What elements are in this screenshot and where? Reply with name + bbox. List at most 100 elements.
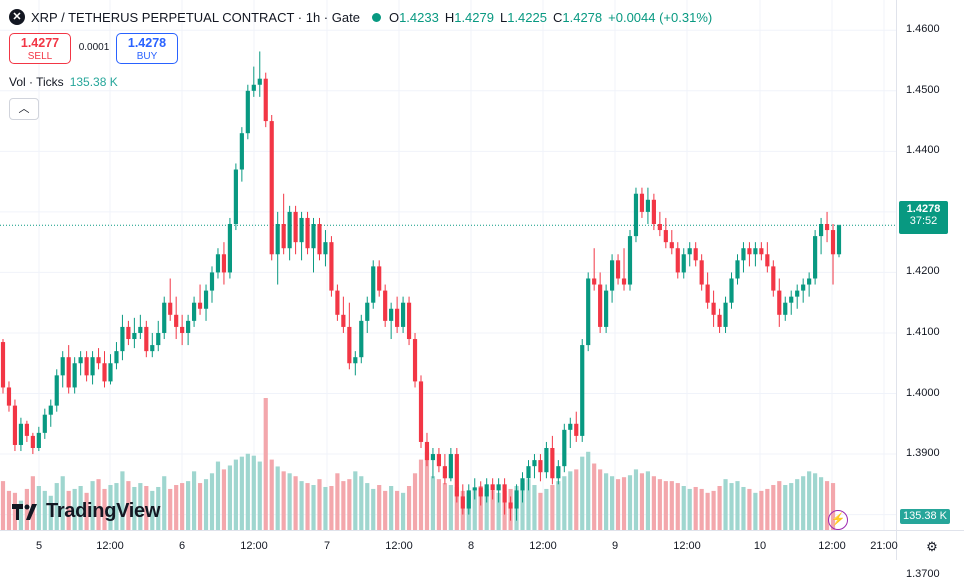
volume-bar: [526, 479, 531, 530]
candle-body: [604, 290, 609, 327]
close-x-icon[interactable]: ✕: [9, 9, 25, 25]
market-status-icon: [371, 12, 381, 22]
volume-bar: [84, 492, 89, 530]
candle-body: [269, 121, 274, 255]
candle-body: [257, 78, 262, 85]
lightning-icon[interactable]: ⚡: [828, 510, 848, 530]
x-tick-label: 12:00: [240, 540, 268, 552]
candle-body: [544, 448, 549, 473]
volume-bar: [711, 490, 716, 530]
volume-bar: [442, 483, 447, 530]
volume-bar: [472, 488, 477, 530]
volume-bar: [12, 492, 18, 530]
candle-body: [556, 466, 561, 479]
candle: [377, 260, 382, 297]
y-tick-label: 1.4400: [906, 144, 940, 157]
candle: [657, 211, 662, 237]
sell-button[interactable]: 1.4277 SELL: [9, 33, 71, 64]
volume-bar: [771, 485, 776, 530]
volume-bar: [639, 473, 645, 530]
volume-bar: [759, 490, 764, 530]
candle-body: [114, 351, 119, 364]
candle-body: [6, 387, 12, 406]
volume-bar: [627, 475, 633, 530]
gear-icon[interactable]: ⚙: [926, 539, 938, 554]
volume-bar: [114, 483, 119, 530]
volume-bar: [765, 488, 770, 530]
candle: [257, 51, 262, 97]
candle-body: [520, 478, 525, 491]
candle-body: [526, 466, 531, 479]
volume-bar: [824, 481, 830, 530]
candle: [711, 290, 716, 327]
volume-bar: [126, 481, 131, 530]
candle-body: [615, 260, 621, 279]
candle-body: [353, 357, 358, 364]
candle-body: [406, 302, 412, 340]
candle-body: [639, 193, 645, 212]
candle: [126, 320, 131, 346]
candle: [544, 441, 549, 479]
candle-body: [508, 502, 513, 509]
volume-bar: [574, 469, 579, 530]
candle-body: [580, 345, 585, 436]
candle: [574, 411, 579, 442]
volume-price-tag: 135.38 K: [900, 509, 950, 524]
candle-body: [824, 224, 830, 231]
volume-bar: [156, 486, 161, 530]
candle: [783, 296, 788, 321]
candle-body: [395, 308, 400, 327]
tradingview-logo-icon: [12, 503, 37, 520]
x-tick-label: 12:00: [96, 540, 124, 552]
chevron-up-icon[interactable]: ︿: [9, 98, 39, 120]
candle: [108, 354, 113, 385]
volume-bar: [299, 481, 304, 530]
candle: [448, 448, 453, 482]
candle-body: [633, 193, 639, 237]
volume-bar: [24, 488, 29, 530]
candle-body: [66, 357, 71, 388]
y-tick-label: 1.4200: [906, 265, 940, 278]
candle-body: [341, 314, 346, 327]
tradingview-logo[interactable]: TradingView: [12, 500, 160, 523]
volume-bar: [412, 473, 418, 530]
candle: [753, 242, 758, 267]
candle: [114, 342, 119, 370]
volume-bar: [699, 488, 704, 530]
volume-bar: [478, 486, 483, 530]
candle: [96, 348, 101, 370]
x-tick-label: 9: [611, 540, 619, 552]
x-tick-label: 12:00: [673, 540, 701, 552]
symbol-title[interactable]: XRP / TETHERUS PERPETUAL CONTRACT · 1h ·…: [31, 9, 360, 25]
ohlc-low: L1.4225: [500, 10, 547, 25]
candle: [42, 408, 47, 439]
volume-bar: [681, 486, 686, 530]
brand-text: TradingView: [46, 500, 161, 522]
candle: [395, 296, 400, 333]
candle-body: [532, 460, 537, 467]
volume-bar: [621, 477, 627, 530]
y-tick-label: 1.3900: [906, 447, 940, 460]
candle: [556, 460, 561, 485]
volume-bar: [383, 490, 388, 530]
candle-body: [251, 84, 256, 91]
volume-bar: [400, 492, 406, 530]
open-label: O: [388, 9, 400, 25]
ohlc-high: H1.4279: [445, 10, 494, 25]
candle-body: [305, 217, 310, 249]
volume-bar: [830, 483, 836, 530]
candle-body: [156, 332, 161, 346]
candle-body: [215, 254, 221, 273]
candle-body: [562, 429, 567, 467]
candle: [777, 278, 782, 327]
candle: [633, 187, 639, 243]
candle-body: [138, 326, 143, 333]
y-tick-label: 1.4000: [906, 386, 940, 399]
volume-legend[interactable]: Vol · Ticks 135.38 K: [9, 75, 118, 89]
candle-body: [538, 460, 543, 473]
candlestick-chart[interactable]: [0, 0, 964, 560]
candle: [317, 217, 322, 261]
candle: [323, 230, 328, 267]
buy-button[interactable]: 1.4278 BUY: [116, 33, 178, 64]
candle-body: [281, 224, 286, 249]
